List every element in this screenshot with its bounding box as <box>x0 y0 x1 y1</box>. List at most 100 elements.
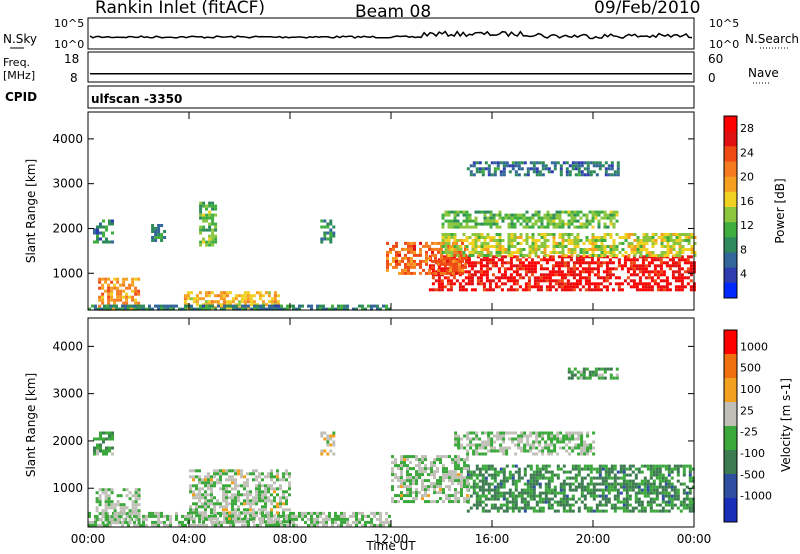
heatmap-cell <box>574 464 578 468</box>
heatmap-cell <box>316 304 319 308</box>
heatmap-cell <box>195 469 198 473</box>
heatmap-cell <box>413 247 416 251</box>
heatmap-cell <box>595 173 599 177</box>
heatmap-cell <box>572 285 576 289</box>
heatmap-cell <box>466 476 469 480</box>
heatmap-cell <box>495 239 499 242</box>
heatmap-cell <box>553 167 557 171</box>
heatmap-cell <box>637 500 641 504</box>
heatmap-cell <box>482 285 486 289</box>
heatmap-cell <box>232 307 235 311</box>
heatmap-cell <box>355 511 358 515</box>
heatmap-cell <box>607 482 611 486</box>
heatmap-cell <box>664 494 668 498</box>
heatmap-cell <box>258 508 261 512</box>
heatmap-cell <box>604 509 608 513</box>
heatmap-cell <box>507 236 511 239</box>
heatmap-cell <box>211 201 215 205</box>
heatmap-cell <box>522 216 526 220</box>
heatmap-cell <box>642 236 646 239</box>
heatmap-cell <box>664 503 668 507</box>
heatmap-cell <box>425 244 428 248</box>
heatmap-cell <box>400 467 403 471</box>
heatmap-cell <box>661 506 665 510</box>
heatmap-cell <box>499 482 503 486</box>
heatmap-cell <box>604 497 608 501</box>
heatmap-cell <box>184 514 187 518</box>
heatmap-cell <box>484 470 488 474</box>
heatmap-cell <box>608 267 612 271</box>
heatmap-cell <box>618 242 622 245</box>
heatmap-cell <box>463 467 466 471</box>
heatmap-cell <box>98 503 102 507</box>
heatmap-cell <box>331 517 334 521</box>
heatmap-cell <box>544 494 548 498</box>
heatmap-cell <box>519 242 523 245</box>
heatmap-cell <box>425 259 428 263</box>
x-tick-label: 12:00 <box>374 532 409 546</box>
heatmap-cell <box>535 446 539 450</box>
heatmap-cell <box>403 464 406 468</box>
heatmap-cell <box>261 517 264 521</box>
heatmap-cell <box>646 485 650 489</box>
heatmap-cell <box>675 242 679 245</box>
heatmap-cell <box>440 259 443 263</box>
heatmap-cell <box>579 373 583 377</box>
heatmap-cell <box>690 248 694 251</box>
heatmap-cell <box>473 264 477 268</box>
heatmap-cell <box>199 204 203 208</box>
heatmap-cell <box>326 222 330 226</box>
heatmap-cell <box>491 264 495 268</box>
heatmap-cell <box>410 271 413 275</box>
colorbar-swatch <box>724 237 737 253</box>
heatmap-cell <box>569 258 573 262</box>
freq-tick-top: 18 <box>64 52 79 66</box>
heatmap-cell <box>474 222 478 226</box>
heatmap-cell <box>243 508 246 512</box>
heatmap-cell <box>662 285 666 289</box>
heatmap-cell <box>134 298 138 302</box>
heatmap-cell <box>246 511 249 515</box>
heatmap-cell <box>567 242 571 245</box>
colorbar-swatch <box>724 426 737 451</box>
heatmap-cell <box>555 213 559 217</box>
heatmap-cell <box>605 285 609 289</box>
heatmap-cell <box>546 239 550 242</box>
heatmap-cell <box>544 167 548 171</box>
heatmap-cell <box>261 496 264 500</box>
heatmap-cell <box>364 514 367 518</box>
heatmap-cell <box>213 502 216 506</box>
heatmap-cell <box>99 225 102 229</box>
heatmap-cell <box>437 258 441 262</box>
heatmap-cell <box>467 270 471 274</box>
heatmap-cell <box>487 473 491 477</box>
heatmap-cell <box>593 261 597 265</box>
heatmap-cell <box>568 470 572 474</box>
heatmap-cell <box>624 236 628 239</box>
heatmap-cell <box>157 517 160 521</box>
heatmap-cell <box>579 376 583 380</box>
heatmap-cell <box>192 475 195 479</box>
heatmap-cell <box>373 523 376 527</box>
heatmap-cell <box>205 228 209 232</box>
heatmap-cell <box>466 500 469 504</box>
heatmap-cell <box>211 240 215 244</box>
heatmap-cell <box>691 509 695 513</box>
heatmap-cell <box>386 241 389 245</box>
heatmap-cell <box>591 213 595 217</box>
heatmap-cell <box>107 488 111 492</box>
heatmap-cell <box>122 280 126 284</box>
heatmap-cell <box>234 478 237 482</box>
heatmap-cell <box>479 276 483 280</box>
heatmap-cell <box>98 304 102 308</box>
heatmap-cell <box>493 173 497 177</box>
heatmap-cell <box>105 446 108 450</box>
heatmap-cell <box>625 491 629 495</box>
heatmap-cell <box>355 307 358 311</box>
heatmap-cell <box>292 307 295 311</box>
heatmap-cell <box>214 237 218 241</box>
heatmap-cell <box>493 476 497 480</box>
heatmap-cell <box>571 164 575 168</box>
heatmap-cell <box>535 161 539 165</box>
heatmap-cell <box>346 517 349 521</box>
